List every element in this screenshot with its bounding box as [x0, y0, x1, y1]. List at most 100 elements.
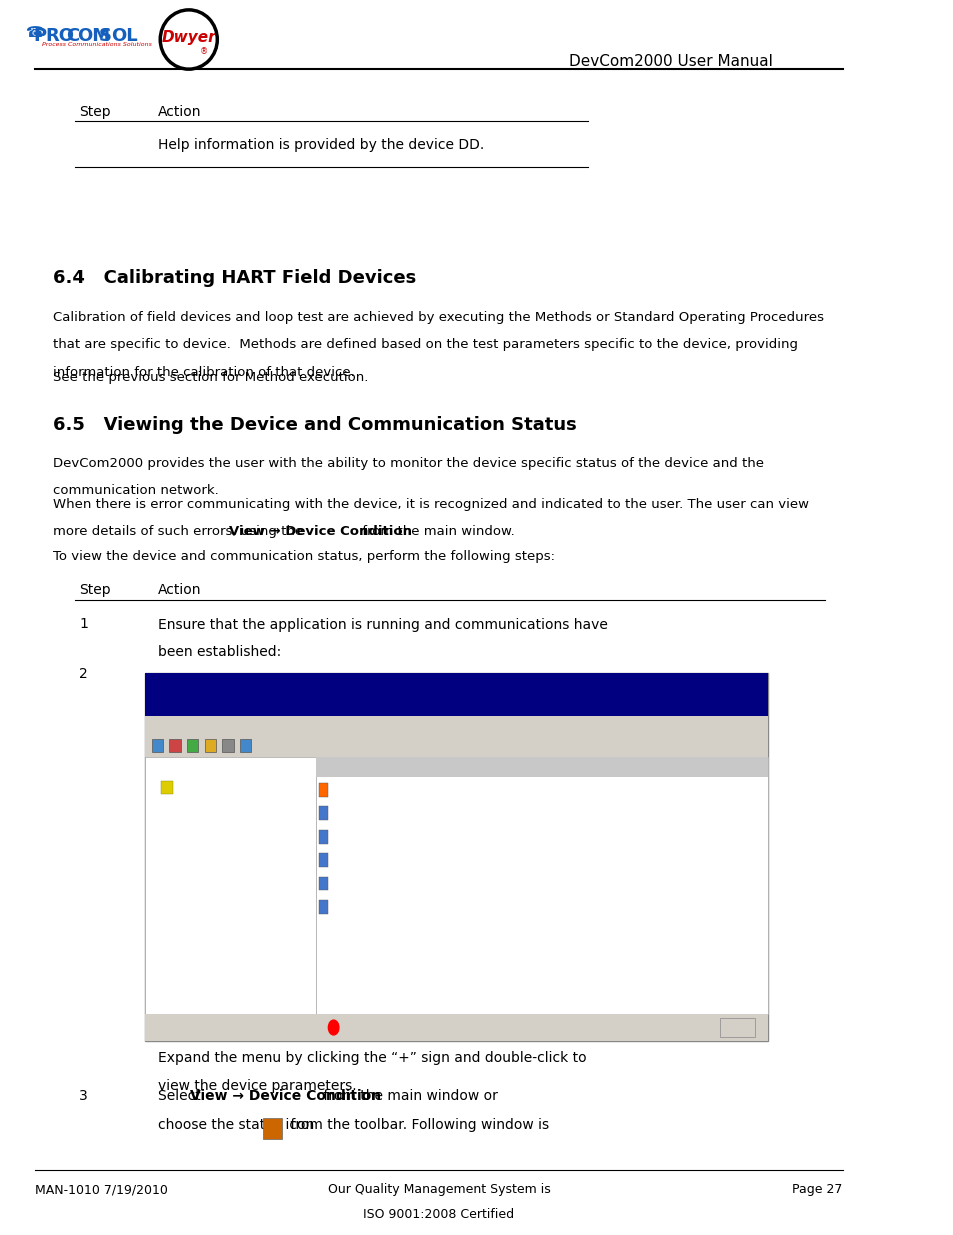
Text: □: □	[746, 680, 754, 689]
Bar	[318, 783, 328, 797]
Bar	[318, 853, 328, 867]
Bar	[315, 757, 767, 1014]
Text: Version 2.00: Version 2.00	[331, 902, 375, 908]
Text: Value: Value	[447, 762, 469, 772]
Text: Expand the menu by clicking the “+” sign and double-click to: Expand the menu by clicking the “+” sign…	[158, 1051, 586, 1065]
Bar	[318, 877, 328, 890]
Text: Page 27: Page 27	[792, 1183, 842, 1197]
Bar	[263, 1118, 282, 1139]
Text: 8.59 mA: 8.59 mA	[447, 831, 477, 837]
Bar	[145, 716, 767, 735]
Text: Main: Main	[152, 767, 171, 776]
Text: Help information is provided by the device DD.: Help information is provided by the devi…	[158, 138, 484, 152]
Bar	[145, 757, 315, 1014]
Text: ☎: ☎	[27, 25, 46, 40]
Bar	[315, 757, 767, 777]
Text: been established:: been established:	[158, 645, 281, 658]
Text: Process Communications Solutions: Process Communications Solutions	[42, 42, 152, 47]
Text: –: –	[740, 680, 743, 689]
Text: –: –	[740, 704, 743, 709]
Text: Ensure that the application is running and communications have: Ensure that the application is running a…	[158, 618, 607, 631]
Text: PV Measured value: PV Measured value	[331, 808, 399, 814]
Text: ISO 9001:2008 Certified: ISO 9001:2008 Certified	[363, 1208, 514, 1221]
Text: To view the device and communication status, perform the following steps:: To view the device and communication sta…	[52, 550, 554, 563]
Text: C: C	[66, 27, 79, 46]
Text: 2: 2	[79, 667, 88, 680]
Text: from the main window.: from the main window.	[358, 525, 515, 538]
Text: Our Quality Management System is: Our Quality Management System is	[327, 1183, 550, 1197]
Text: DevCom2000 User Manual: DevCom2000 User Manual	[568, 54, 772, 69]
Text: P: P	[33, 27, 47, 46]
Text: OL: OL	[111, 27, 137, 46]
Text: 100.00 degC: 100.00 degC	[447, 878, 494, 884]
Text: View → Device Condition: View → Device Condition	[229, 525, 412, 538]
Text: ×: ×	[756, 680, 761, 689]
Text: DevCom2000 - [Online]: DevCom2000 - [Online]	[152, 680, 251, 689]
Text: English: English	[509, 902, 535, 908]
Text: NUM: NUM	[728, 1025, 745, 1030]
Text: view the device parameters.: view the device parameters.	[158, 1079, 356, 1093]
Text: ®: ®	[199, 47, 208, 57]
Text: choose the status icon: choose the status icon	[158, 1118, 318, 1131]
Text: from the toolbar. Following window is: from the toolbar. Following window is	[286, 1118, 548, 1131]
Text: Window: Window	[264, 721, 294, 730]
Bar	[239, 739, 251, 752]
Text: HART Activity: HART Activity	[342, 1025, 389, 1030]
Text: 6.5   Viewing the Device and Communication Status: 6.5 Viewing the Device and Communication…	[52, 416, 576, 435]
Text: 1: 1	[79, 618, 88, 631]
Text: Select: Select	[158, 1089, 205, 1103]
Text: Device setup: Device setup	[331, 784, 378, 790]
Text: MAN-1010 7/19/2010: MAN-1010 7/19/2010	[35, 1183, 168, 1197]
Text: See the previous section for Method execution.: See the previous section for Method exec…	[52, 370, 368, 384]
Bar	[160, 781, 172, 794]
Text: Device: Device	[155, 721, 181, 730]
Text: communication network.: communication network.	[52, 484, 218, 498]
Text: Step: Step	[79, 583, 111, 597]
Bar	[145, 673, 767, 697]
Text: Calibration of field devices and loop test are achieved by executing the Methods: Calibration of field devices and loop te…	[52, 311, 822, 325]
Text: 3: 3	[79, 1089, 88, 1103]
Bar	[222, 739, 233, 752]
Bar	[318, 900, 328, 914]
Text: Online: Online	[174, 788, 199, 797]
Text: more details of such errors, using the: more details of such errors, using the	[52, 525, 307, 538]
Text: DevCom2000 (0x14) Dev Rev 01:01: DevCom2000 (0x14) Dev Rev 01:01	[149, 1024, 275, 1031]
Text: Help: Help	[318, 721, 335, 730]
Bar	[318, 830, 328, 844]
Text: ×: ×	[756, 704, 761, 709]
Text: RO: RO	[46, 27, 74, 46]
Text: 0.00 degC: 0.00 degC	[447, 855, 484, 861]
Text: When there is error communicating with the device, it is recognized and indicate: When there is error communicating with t…	[52, 498, 808, 511]
Bar	[145, 735, 767, 757]
Bar	[720, 1018, 754, 1037]
Text: that are specific to device.  Methods are defined based on the test parameters s: that are specific to device. Methods are…	[52, 338, 797, 352]
Text: Action: Action	[158, 583, 201, 597]
Text: PV URV: PV URV	[331, 878, 357, 884]
Bar	[152, 739, 163, 752]
Text: Dwyer: Dwyer	[161, 30, 215, 44]
Text: □: □	[746, 704, 753, 709]
Text: ⊞: ⊞	[149, 787, 156, 795]
Text: Step: Step	[79, 105, 111, 119]
Text: View → Device Condition: View → Device Condition	[190, 1089, 380, 1103]
Text: Pv AO: Pv AO	[331, 831, 352, 837]
Text: 20.71 degC: 20.71 degC	[447, 808, 489, 814]
Text: Units: Units	[509, 762, 528, 772]
Text: from the main window or: from the main window or	[319, 1089, 497, 1103]
Text: S: S	[99, 27, 112, 46]
Bar	[145, 697, 767, 716]
Text: information for the calibration of that device.: information for the calibration of that …	[52, 366, 355, 379]
Text: Item: Item	[320, 762, 337, 772]
Bar	[145, 1014, 767, 1041]
Circle shape	[328, 1020, 338, 1035]
Bar	[187, 739, 198, 752]
Bar	[170, 739, 181, 752]
Text: PV LRV: PV LRV	[331, 855, 355, 861]
Text: View: View	[210, 721, 228, 730]
Bar	[204, 739, 215, 752]
Text: 6.4   Calibrating HART Field Devices: 6.4 Calibrating HART Field Devices	[52, 269, 416, 288]
Text: OM: OM	[77, 27, 111, 46]
Bar	[145, 673, 767, 1041]
Text: Action: Action	[158, 105, 201, 119]
Text: DevCom2000 provides the user with the ability to monitor the device specific sta: DevCom2000 provides the user with the ab…	[52, 457, 763, 471]
